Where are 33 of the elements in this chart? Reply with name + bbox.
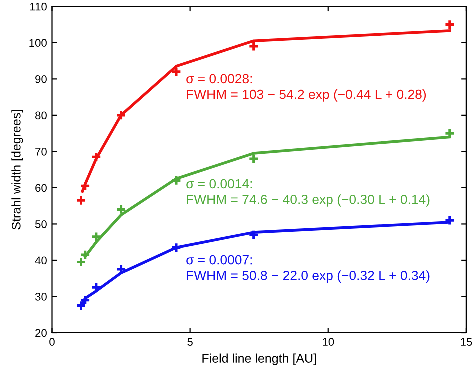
point [248, 154, 260, 164]
y-tick-label: 50 [35, 220, 47, 228]
point [116, 204, 127, 216]
y-tick-label: 70 [36, 148, 47, 156]
x-tick-label: 15 [461, 338, 472, 346]
y-tick-label: 90 [36, 75, 47, 84]
x-axis-title: Field line length [AU] [202, 354, 316, 366]
point [91, 152, 102, 163]
y-tick-label: 30 [35, 293, 47, 301]
y-tick-label: 80 [36, 112, 47, 120]
point [444, 215, 456, 226]
point [80, 180, 91, 192]
point [91, 231, 102, 242]
y-tick-label: 20 [36, 329, 47, 338]
y-tick-label: 110 [30, 2, 47, 11]
x-tick-label: 5 [188, 338, 193, 346]
point [171, 242, 182, 254]
x-tick-label: 0 [50, 338, 55, 346]
point [444, 19, 456, 30]
annotation: σ = 0.0028: FWHM = 103 − 54.2 exp (−0.44 L + 0.28) [186, 74, 426, 102]
point [248, 41, 260, 52]
point [116, 110, 127, 121]
y-tick-label: 40 [35, 256, 47, 265]
point [76, 195, 87, 206]
annotation: σ = 0.0014: FWHM = 74.6 − 40.3 exp (−0.30 L + 0.14) [186, 179, 430, 207]
point [248, 230, 260, 241]
point [171, 66, 182, 78]
x-tick-label: 10 [323, 338, 334, 346]
point [444, 128, 456, 139]
annotation: σ = 0.0007: FWHM = 50.8 − 22.0 exp (−0.32 L + 0.34) [186, 255, 430, 283]
y-tick-label: 60 [36, 184, 47, 192]
y-tick-label: 100 [30, 39, 47, 48]
y-axis-title: Strahl width [degrees] [12, 110, 24, 230]
